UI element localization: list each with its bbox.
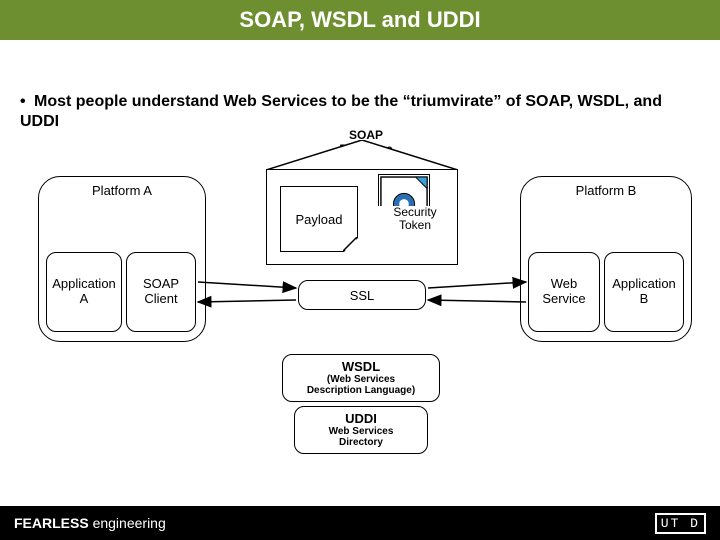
platform-b-label: Platform B [521, 183, 691, 198]
application-a-label: Application A [52, 277, 116, 307]
payload-label: Payload [296, 212, 343, 227]
utd-logo: UT D [655, 513, 706, 534]
soap-client-box: SOAP Client [126, 252, 196, 332]
envelope-roof-icon [266, 140, 458, 170]
security-token-label: Security Token [376, 206, 454, 232]
title-bar: SOAP, WSDL and UDDI [0, 0, 720, 40]
uddi-subtitle: Web Services Directory [295, 426, 427, 448]
application-a-box: Application A [46, 252, 122, 332]
wsdl-subtitle: (Web Services Description Language) [283, 374, 439, 396]
platform-a-label: Platform A [39, 183, 205, 198]
bullet-text: •Most people understand Web Services to … [20, 92, 700, 132]
ssl-box: SSL [298, 280, 426, 310]
footer-text: FEARLESS engineering [14, 515, 166, 531]
ssl-label: SSL [350, 288, 375, 303]
application-b-label: Application B [612, 277, 676, 307]
footer-rest: engineering [89, 515, 166, 531]
slide-title: SOAP, WSDL and UDDI [239, 7, 480, 33]
bullet-content: Most people understand Web Services to b… [20, 93, 662, 130]
footer: FEARLESS engineering UT D [0, 506, 720, 540]
wsdl-title: WSDL [283, 355, 439, 374]
uddi-box: UDDI Web Services Directory [294, 406, 428, 454]
footer-bold: FEARLESS [14, 515, 89, 531]
payload-box: Payload [280, 186, 358, 252]
wsdl-box: WSDL (Web Services Description Language) [282, 354, 440, 402]
page-fold-icon [343, 237, 357, 251]
web-service-box: Web Service [528, 252, 600, 332]
web-service-label: Web Service [542, 277, 585, 307]
uddi-title: UDDI [295, 407, 427, 426]
soap-client-label: SOAP Client [143, 277, 179, 307]
application-b-box: Application B [604, 252, 684, 332]
